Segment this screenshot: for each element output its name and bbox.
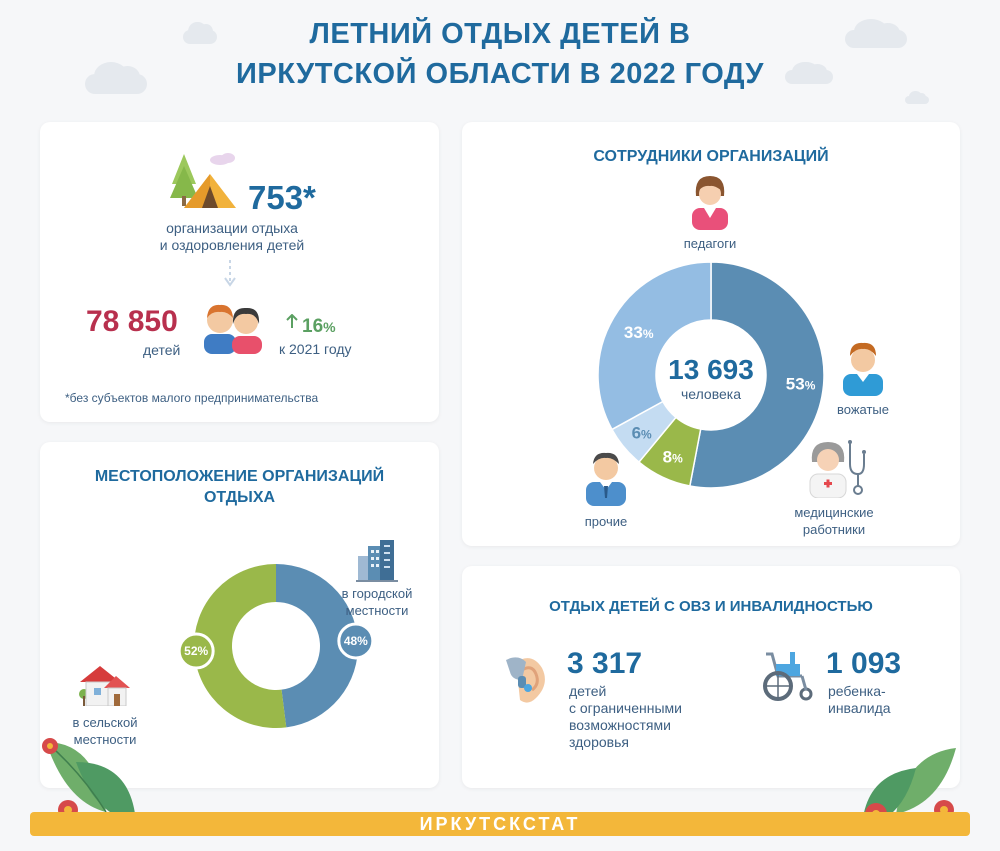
rural-label-line-2: местности (73, 732, 137, 747)
organizations-label-line-2: и оздоровления детей (159, 237, 305, 253)
cloud-decoration (845, 19, 907, 48)
house-icon (79, 666, 130, 706)
disabled-children-label-line-1: ребенка- (828, 683, 886, 699)
disabled-children-label: ребенка- инвалида (828, 683, 891, 717)
location-donut-chart: 48% 52% (177, 564, 375, 728)
staff-slice-label: 6% (632, 423, 652, 442)
medical-label-line-2: работники (802, 522, 866, 537)
teacher-icon (692, 176, 728, 230)
children-icon (204, 304, 262, 354)
location-title-line-1: МЕСТОПОЛОЖЕНИЕ ОРГАНИЗАЦИЙ (94, 468, 385, 485)
tent-camp-icon (170, 153, 236, 208)
footnote: *без субъектов малого предпринимательств… (65, 391, 319, 405)
hearing-aid-icon (506, 657, 545, 703)
medical-label: медицинские работники (784, 504, 884, 538)
growth-number: 16 (302, 316, 324, 337)
urban-label: в городской местности (332, 585, 422, 619)
staff-slice-label: 8% (663, 447, 683, 466)
other-staff-icon (586, 452, 626, 506)
arrow-up-icon (286, 314, 298, 328)
city-buildings-icon (356, 540, 398, 582)
location-slice-label: 52% (184, 644, 208, 658)
disability-title: ОТДЫХ ДЕТЕЙ С ОВЗ И ИНВАЛИДНОСТЬЮ (549, 598, 873, 615)
staff-total: 13 693 (668, 354, 754, 385)
growth-label: к 2021 году (279, 341, 352, 357)
children-count: 78 850 (86, 305, 178, 338)
ovz-count: 3 317 (567, 647, 643, 680)
ovz-label-line-4: здоровья (569, 734, 629, 750)
rural-label: в сельской местности (60, 714, 150, 748)
counselor-icon (843, 342, 883, 396)
ovz-label-line-1: детей (569, 683, 607, 699)
footer-brand: ИРКУТСКСТАТ (419, 814, 581, 834)
location-slice (193, 564, 287, 728)
counselors-label: вожатые (836, 402, 889, 417)
children-label: детей (143, 342, 181, 358)
growth-value: 16% (302, 316, 336, 338)
page-title: ЛЕТНИЙ ОТДЫХ ДЕТЕЙ В ИРКУТСКОЙ ОБЛАСТИ В… (0, 14, 1000, 94)
staff-total-label: человека (681, 386, 741, 402)
disability-card: ОТДЫХ ДЕТЕЙ С ОВЗ И ИНВАЛИДНОСТЬЮ 3 317 … (462, 566, 960, 788)
organizations-label: организации отдыха и оздоровления детей (132, 220, 332, 254)
location-title: МЕСТОПОЛОЖЕНИЕ ОРГАНИЗАЦИЙ ОТДЫХА (40, 466, 439, 508)
location-card: МЕСТОПОЛОЖЕНИЕ ОРГАНИЗАЦИЙ ОТДЫХА 48% 52%… (40, 442, 439, 788)
location-title-line-2: ОТДЫХА (203, 489, 276, 506)
staff-slice-label: 33% (624, 323, 654, 342)
rural-label-line-1: в сельской (72, 715, 138, 730)
medical-label-line-1: медицинские (794, 505, 874, 520)
growth-unit: % (323, 319, 336, 335)
page-title-line-2: ИРКУТСКОЙ ОБЛАСТИ В 2022 ГОДУ (236, 58, 764, 90)
disabled-children-count: 1 093 (826, 647, 902, 680)
ovz-label: детей с ограниченными возможностями здор… (569, 683, 682, 751)
ovz-label-line-3: возможностями (569, 717, 671, 733)
footer-band: ИРКУТСКСТАТ (30, 812, 970, 836)
wheelchair-icon (763, 652, 813, 701)
page-title-line-1: ЛЕТНИЙ ОТДЫХ ДЕТЕЙ В (309, 18, 691, 50)
organizations-label-line-1: организации отдыха (166, 220, 298, 236)
organizations-card: 753* организации отдыха и оздоровления д… (40, 122, 439, 422)
ovz-label-line-2: с ограниченными (569, 700, 682, 716)
cloud-decoration (183, 21, 217, 44)
cloud-decoration (905, 91, 929, 104)
staff-slice (597, 261, 712, 431)
staff-title: СОТРУДНИКИ ОРГАНИЗАЦИЙ (593, 148, 829, 165)
other-label: прочие (584, 514, 628, 529)
urban-label-line-1: в городской (341, 586, 413, 601)
cloud-decoration (85, 62, 147, 94)
location-slice-badge (337, 622, 375, 660)
doctor-icon (809, 440, 866, 498)
organizations-count: 753* (248, 179, 316, 216)
arrow-down-icon (224, 260, 236, 287)
location-slice-badge (177, 632, 215, 670)
staff-slice (688, 261, 825, 489)
teachers-label: педагоги (683, 236, 737, 251)
staff-slice-label: 53% (786, 374, 816, 393)
urban-label-line-2: местности (345, 603, 409, 618)
cloud-decoration (785, 61, 833, 84)
location-slice-label: 48% (344, 634, 368, 648)
disabled-children-label-line-2: инвалида (828, 700, 891, 716)
location-slice (276, 564, 358, 728)
staff-card: СОТРУДНИКИ ОРГАНИЗАЦИЙ 53% 8% 6% 33% 13 693 ч… (462, 122, 960, 546)
